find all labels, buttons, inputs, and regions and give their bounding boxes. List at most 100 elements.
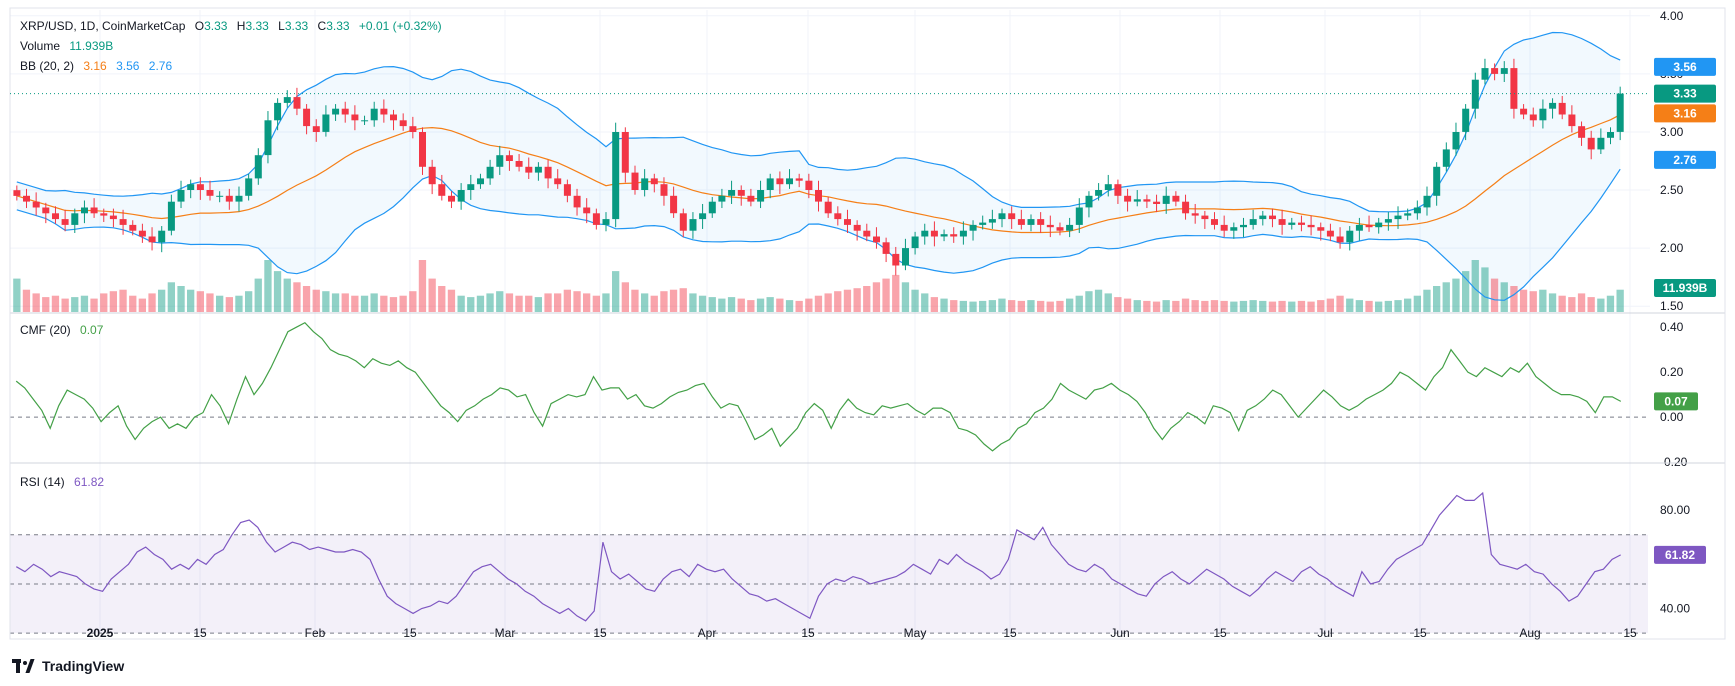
candle-body [129, 224, 137, 231]
x-tick-label: May [904, 626, 927, 640]
candle-body [1182, 201, 1190, 214]
candle-body [1269, 215, 1276, 220]
candle-body [254, 155, 262, 179]
volume-bar [1085, 291, 1093, 312]
candle-body [419, 132, 426, 167]
volume-bar [196, 291, 204, 312]
candle-body [312, 126, 320, 132]
candle-body [1008, 213, 1016, 220]
candle-body [1491, 68, 1499, 74]
volume-bar [1239, 300, 1248, 312]
candle-body [187, 184, 195, 190]
volume-bar [409, 291, 417, 312]
volume-bar [370, 293, 378, 312]
x-tick-label: Apr [698, 626, 717, 640]
rsi-tick-label: 80.00 [1660, 503, 1690, 517]
volume-bar [206, 293, 214, 312]
candle-body [235, 195, 243, 202]
volume-bar [669, 289, 678, 312]
x-tick-label: 15 [801, 626, 815, 640]
volume-bar [167, 282, 175, 312]
candle-body [361, 120, 369, 122]
volume-bar [1288, 301, 1296, 312]
candle-body [1578, 126, 1586, 138]
candle-body [1017, 219, 1025, 225]
candle-body [747, 195, 755, 202]
bollinger-band-area [16, 32, 1621, 301]
volume-bar [467, 297, 475, 312]
candle-body [1143, 199, 1151, 202]
volume-bar [1075, 295, 1083, 312]
change-value: +0.01 (+0.32%) [358, 19, 442, 33]
candle-body [467, 184, 475, 190]
candle-body [1095, 190, 1103, 196]
bb-basis-badge: 3.16 [1673, 106, 1697, 120]
candle-body [863, 230, 871, 237]
volume-bar [1104, 293, 1112, 312]
candle-body [930, 230, 938, 237]
x-tick-label: 15 [1003, 626, 1017, 640]
candle-body [496, 155, 504, 167]
candle-body [921, 230, 929, 237]
candle-body [708, 201, 716, 214]
candle-body [1075, 207, 1083, 225]
candle-body [660, 184, 668, 196]
bb-lower-line [16, 168, 1621, 301]
bb-upper-badge-bg [1654, 57, 1716, 76]
candle-body [1597, 137, 1605, 150]
volume-bar [805, 298, 813, 312]
candle-body [728, 190, 736, 196]
candle-body [834, 213, 842, 220]
candle-body [167, 201, 175, 231]
volume-bar [158, 289, 166, 312]
bb-upper-value: 3.56 [116, 59, 140, 73]
candle-body [1607, 132, 1614, 138]
volume-bar [1027, 300, 1035, 312]
volume-bar [380, 295, 388, 312]
volume-bar [563, 289, 571, 312]
volume-bar [399, 295, 407, 312]
cmf-badge: 0.07 [1664, 394, 1688, 408]
candle-body [1124, 195, 1132, 202]
volume-bar [418, 260, 427, 312]
x-tick-label: Jul [1317, 626, 1332, 640]
candle-body [1240, 224, 1247, 228]
volume-bar [428, 278, 436, 312]
volume-bar [1433, 286, 1441, 312]
bb-lower-badge: 2.76 [1673, 153, 1697, 167]
volume-bar [486, 293, 494, 312]
volume-bar [119, 289, 127, 312]
candle-body [245, 178, 253, 196]
volume-bar [921, 293, 929, 312]
volume-bar [534, 297, 542, 312]
rsi-tick-label: 40.00 [1660, 602, 1690, 616]
volume-legend: Volume 11.939B [20, 39, 114, 53]
candle-body [148, 236, 156, 243]
volume-bar [766, 297, 774, 312]
candle-body [1558, 102, 1566, 115]
volume-bar [505, 293, 514, 312]
candle-body [689, 219, 697, 231]
candle-body [1462, 108, 1470, 132]
volume-bar [1172, 300, 1180, 312]
volume-bar [708, 297, 716, 312]
candle-body [109, 215, 117, 220]
candle-body [824, 201, 832, 214]
candle-body [138, 230, 146, 237]
volume-bar [525, 295, 533, 312]
candle-body [264, 120, 272, 156]
volume-bar [698, 295, 707, 312]
candle-body [1510, 68, 1518, 109]
volume-bar [1268, 301, 1277, 312]
volume-bar [1548, 293, 1557, 312]
volume-bar [1539, 289, 1547, 312]
tradingview-logo[interactable]: TradingView [12, 658, 124, 674]
candle-body [71, 213, 79, 225]
volume-bar [51, 295, 60, 312]
candle-body [81, 207, 88, 214]
x-tick-label: Aug [1519, 626, 1540, 640]
volume-bar [42, 297, 50, 312]
candle-body [911, 236, 919, 249]
volume-bar [727, 297, 736, 312]
candle-body [1481, 68, 1489, 80]
